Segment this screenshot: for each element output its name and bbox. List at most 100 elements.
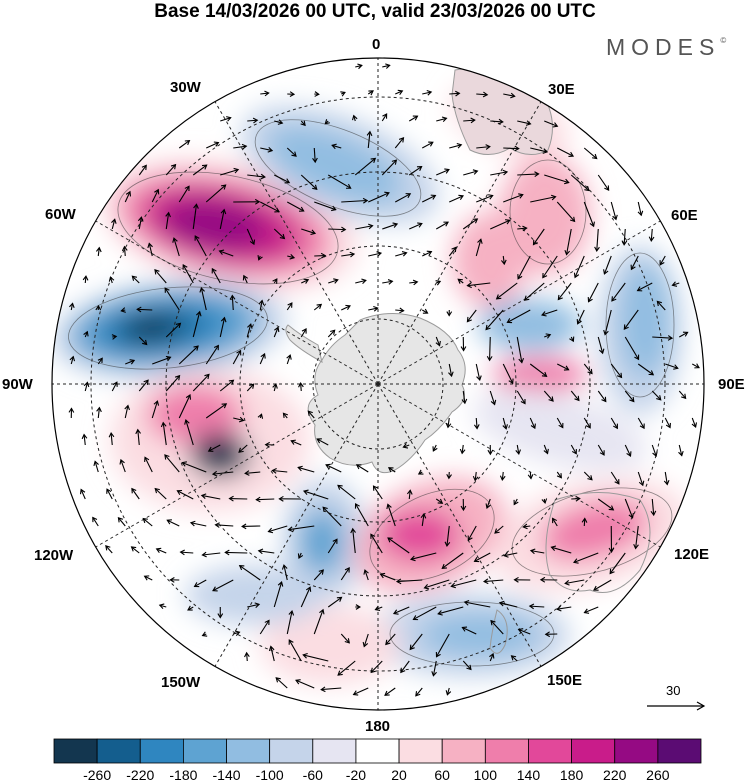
wind-vector (295, 679, 315, 689)
wind-vector (473, 417, 480, 430)
anomaly-blob (452, 212, 528, 308)
wind-vector (382, 63, 391, 69)
wind-vector (449, 90, 461, 97)
wind-vector (490, 619, 504, 635)
wind-vector (490, 118, 504, 125)
wind-vector (179, 549, 194, 556)
wind-vector (503, 552, 518, 558)
wind-vector (181, 461, 207, 473)
wind-vector (513, 576, 531, 583)
wind-vector (300, 586, 312, 608)
wind-vector (539, 576, 558, 583)
wind-vector (573, 552, 599, 564)
wind-vector (300, 328, 307, 338)
wind-vector (461, 390, 468, 405)
colorbar-tick: -60 (302, 767, 323, 783)
wind-vector (274, 119, 284, 125)
colorbar-swatch (614, 738, 659, 764)
wind-vector (189, 520, 207, 527)
wind-vector (155, 547, 167, 554)
colorbar-swatch (528, 738, 573, 764)
wind-vector (637, 363, 655, 376)
wind-vector (544, 631, 558, 638)
wind-vector (466, 309, 477, 323)
wind-vector (576, 309, 585, 325)
wind-vector (246, 383, 255, 392)
wind-vector (510, 655, 518, 662)
wind-vector (437, 606, 464, 616)
colorbar-swatch (226, 738, 271, 764)
wind-vector (258, 299, 265, 311)
wind-vector (211, 267, 221, 284)
anomaly-blob (619, 262, 671, 378)
wind-vector (382, 222, 399, 230)
wind-vector (564, 579, 585, 586)
map-title: Base 14/03/2026 00 UTC, valid 23/03/2026… (154, 1, 596, 22)
wind-vector (366, 130, 373, 149)
wind-vector (313, 608, 325, 635)
lon-label-120w: 120W (34, 547, 74, 564)
wind-vector (136, 306, 153, 313)
wind-vector (394, 193, 412, 203)
wind-vector (247, 173, 266, 180)
wind-vector (463, 117, 476, 124)
wind-vector (68, 407, 75, 419)
wind-vector (301, 278, 310, 284)
colorbar-tick: -260 (83, 767, 112, 783)
wind-vector (298, 382, 304, 392)
wind-vector (367, 90, 374, 96)
colorbar-tick: 140 (516, 767, 541, 783)
wind-vector (498, 600, 518, 608)
wind-vector (463, 169, 479, 176)
wind-vector (381, 113, 388, 122)
wind-vector (445, 417, 452, 429)
colorbar-swatch (441, 738, 486, 764)
wind-vector (435, 221, 449, 230)
wind-vector (166, 519, 180, 527)
wind-vector (232, 349, 242, 365)
wind-vector (552, 517, 558, 527)
wind-vector (83, 330, 89, 338)
anomaly-blob (492, 357, 588, 393)
wind-vector (523, 282, 545, 301)
wind-vector (193, 579, 207, 588)
wind-vector (327, 174, 352, 189)
colorbar-swatch (398, 738, 443, 764)
wind-vector (241, 523, 261, 530)
wind-vector (154, 487, 167, 500)
wind-vector (441, 552, 464, 569)
wind-vector (557, 363, 570, 371)
wind-vector (313, 569, 324, 581)
wind-vector (176, 489, 194, 500)
lon-label-90w: 90W (2, 376, 33, 393)
wind-vector (327, 538, 338, 554)
wind-vector (636, 282, 653, 292)
wind-vector (192, 164, 208, 176)
colorbar-swatch (657, 738, 702, 764)
wind-vector (541, 498, 548, 504)
wind-vector (192, 373, 210, 392)
wind-vector (259, 619, 270, 635)
wind-vector (543, 390, 554, 402)
wind-vector (287, 91, 296, 97)
contour-lines (68, 119, 675, 667)
wind-vector (297, 465, 315, 473)
wind-vector (82, 275, 89, 284)
wind-vector (205, 403, 228, 419)
wind-vector (92, 516, 99, 527)
wind-vector (218, 249, 234, 257)
wind-vector (395, 307, 405, 314)
wind-vector (93, 460, 99, 473)
wind-vector (495, 282, 518, 300)
wind-vector (220, 116, 232, 122)
wind-vector (541, 309, 558, 317)
wind-vector (260, 201, 280, 213)
wind-vector (219, 316, 227, 338)
wind-vector (466, 282, 491, 289)
antarctic-peninsula (285, 324, 323, 363)
wind-vector (355, 464, 369, 473)
wind-vector (394, 137, 405, 149)
wind-vector (138, 379, 149, 392)
wind-vector (368, 191, 390, 203)
wind-vector (483, 578, 504, 585)
